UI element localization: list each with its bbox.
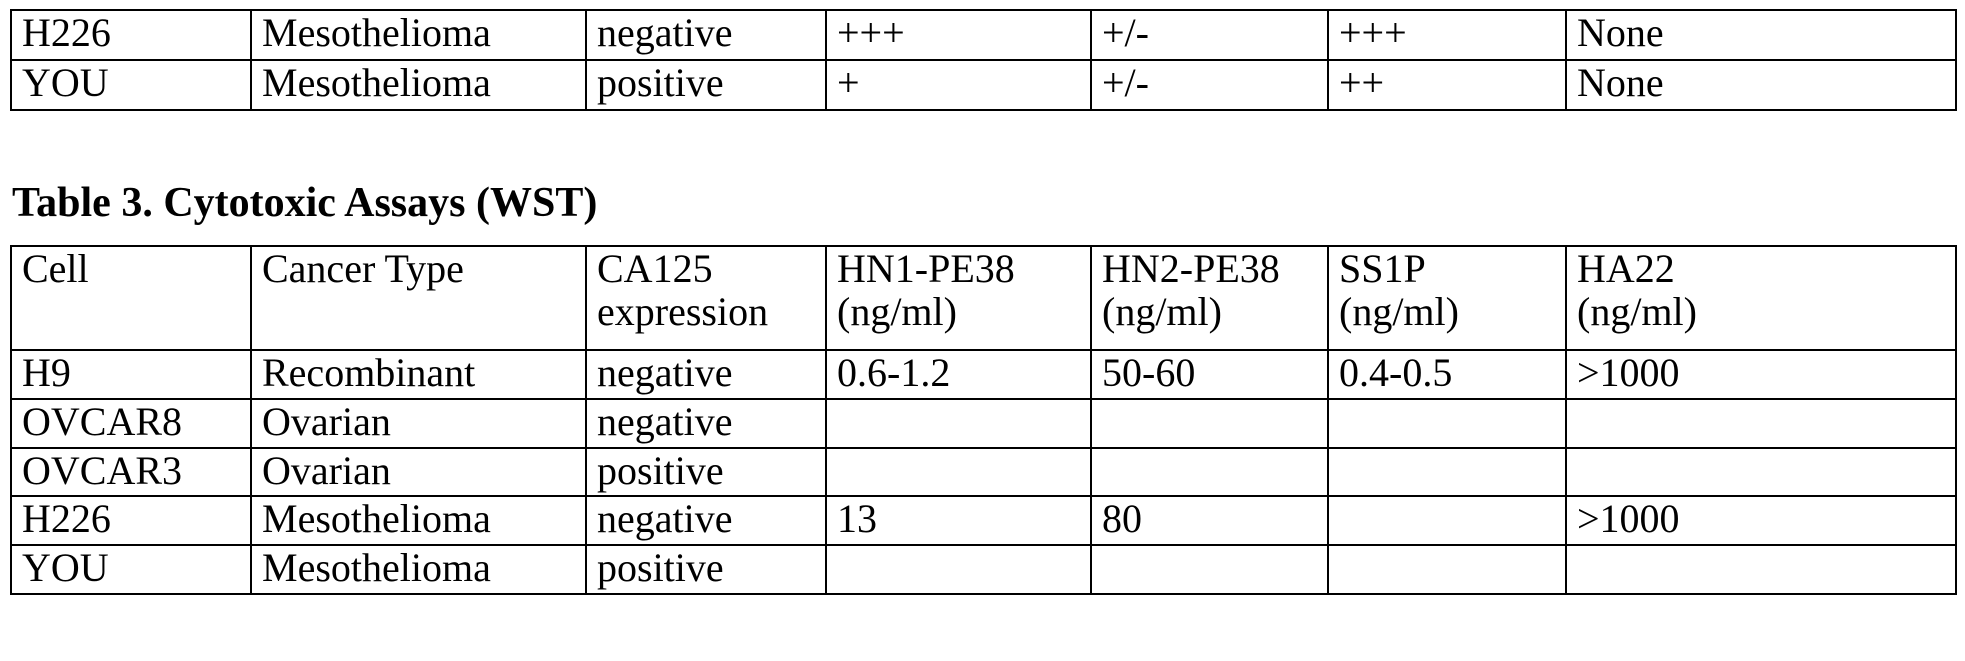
assay-value-col6: ++ <box>1328 60 1566 110</box>
assay-value-col7: None <box>1566 10 1956 60</box>
table-row: H226 Mesothelioma negative 13 80 >1000 <box>11 496 1956 545</box>
hn2-pe38-value <box>1091 448 1328 497</box>
cell-line-name: OVCAR8 <box>11 399 251 448</box>
assay-value-col5: +/- <box>1091 60 1328 110</box>
cancer-type: Ovarian <box>251 399 586 448</box>
cancer-type: Mesothelioma <box>251 60 586 110</box>
table-row: H9 Recombinant negative 0.6-1.2 50-60 0.… <box>11 350 1956 399</box>
header-line-1: Cell <box>22 246 89 291</box>
header-line-2: (ng/ml) <box>1102 291 1317 334</box>
hn1-pe38-value <box>826 448 1091 497</box>
assay-value-col4: + <box>826 60 1091 110</box>
ca125-expression: negative <box>586 399 826 448</box>
table-row: OVCAR8 Ovarian negative <box>11 399 1956 448</box>
column-header-ha22: HA22 (ng/ml) <box>1566 246 1956 350</box>
cancer-type: Mesothelioma <box>251 10 586 60</box>
header-line-2: (ng/ml) <box>1339 291 1555 334</box>
header-line-2: (ng/ml) <box>1577 291 1945 334</box>
assay-value-col7: None <box>1566 60 1956 110</box>
ca125-expression: positive <box>586 545 826 594</box>
cell-line-name: H9 <box>11 350 251 399</box>
assay-value-col4: +++ <box>826 10 1091 60</box>
cell-line-name: OVCAR3 <box>11 448 251 497</box>
cancer-type: Mesothelioma <box>251 496 586 545</box>
document-page: H226 Mesothelioma negative +++ +/- +++ N… <box>0 0 1965 661</box>
header-line-1: HN2-PE38 <box>1102 246 1280 291</box>
column-header-cell: Cell <box>11 246 251 350</box>
table-row: YOU Mesothelioma positive <box>11 545 1956 594</box>
hn2-pe38-value: 50-60 <box>1091 350 1328 399</box>
header-line-1: CA125 <box>597 246 713 291</box>
ca125-expression: negative <box>586 350 826 399</box>
hn2-pe38-value <box>1091 545 1328 594</box>
column-header-ca125: CA125 expression <box>586 246 826 350</box>
ha22-value <box>1566 448 1956 497</box>
column-header-ss1p: SS1P (ng/ml) <box>1328 246 1566 350</box>
hn1-pe38-value <box>826 399 1091 448</box>
header-line-2: (ng/ml) <box>837 291 1080 334</box>
cancer-type: Mesothelioma <box>251 545 586 594</box>
ss1p-value <box>1328 545 1566 594</box>
table-header-row: Cell Cancer Type CA125 expression HN1-PE… <box>11 246 1956 350</box>
hn2-pe38-value: 80 <box>1091 496 1328 545</box>
hn1-pe38-value: 0.6-1.2 <box>826 350 1091 399</box>
cancer-type: Ovarian <box>251 448 586 497</box>
ha22-value <box>1566 545 1956 594</box>
cell-line-name: H226 <box>11 10 251 60</box>
ss1p-value <box>1328 496 1566 545</box>
header-line-1: HA22 <box>1577 246 1675 291</box>
ss1p-value <box>1328 448 1566 497</box>
ha22-value <box>1566 399 1956 448</box>
header-line-2: expression <box>597 291 815 334</box>
ha22-value: >1000 <box>1566 350 1956 399</box>
hn1-pe38-value: 13 <box>826 496 1091 545</box>
header-line-1: HN1-PE38 <box>837 246 1015 291</box>
table-2-continuation: H226 Mesothelioma negative +++ +/- +++ N… <box>10 9 1957 111</box>
header-line-1: Cancer Type <box>262 246 464 291</box>
table-row: OVCAR3 Ovarian positive <box>11 448 1956 497</box>
ca125-expression: negative <box>586 496 826 545</box>
hn1-pe38-value <box>826 545 1091 594</box>
ca125-expression: positive <box>586 60 826 110</box>
ca125-expression: positive <box>586 448 826 497</box>
assay-value-col6: +++ <box>1328 10 1566 60</box>
cancer-type: Recombinant <box>251 350 586 399</box>
table-row: YOU Mesothelioma positive + +/- ++ None <box>11 60 1956 110</box>
column-header-hn1-pe38: HN1-PE38 (ng/ml) <box>826 246 1091 350</box>
ss1p-value <box>1328 399 1566 448</box>
cell-line-name: H226 <box>11 496 251 545</box>
ha22-value: >1000 <box>1566 496 1956 545</box>
cell-line-name: YOU <box>11 60 251 110</box>
column-header-hn2-pe38: HN2-PE38 (ng/ml) <box>1091 246 1328 350</box>
column-header-cancer-type: Cancer Type <box>251 246 586 350</box>
ca125-expression: negative <box>586 10 826 60</box>
ss1p-value: 0.4-0.5 <box>1328 350 1566 399</box>
header-line-1: SS1P <box>1339 246 1426 291</box>
assay-value-col5: +/- <box>1091 10 1328 60</box>
table-row: H226 Mesothelioma negative +++ +/- +++ N… <box>11 10 1956 60</box>
cell-line-name: YOU <box>11 545 251 594</box>
hn2-pe38-value <box>1091 399 1328 448</box>
cytotoxic-assays-table: Cell Cancer Type CA125 expression HN1-PE… <box>10 245 1957 595</box>
table-3-caption: Table 3. Cytotoxic Assays (WST) <box>12 182 597 224</box>
